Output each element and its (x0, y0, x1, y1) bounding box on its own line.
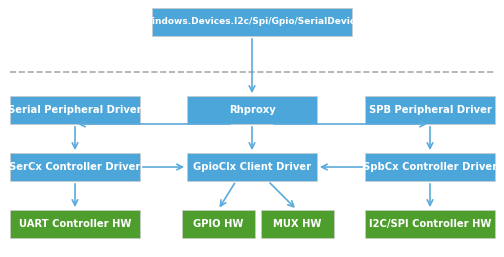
Text: UART Controller HW: UART Controller HW (19, 219, 131, 229)
FancyBboxPatch shape (261, 210, 334, 238)
Text: SpbCx Controller Driver: SpbCx Controller Driver (363, 162, 497, 172)
FancyBboxPatch shape (10, 153, 140, 181)
Text: GpioClx Client Driver: GpioClx Client Driver (193, 162, 311, 172)
Text: GPIO HW: GPIO HW (193, 219, 243, 229)
FancyBboxPatch shape (10, 210, 140, 238)
Text: Windows.Devices.I2c/Spi/Gpio/SerialDevice: Windows.Devices.I2c/Spi/Gpio/SerialDevic… (142, 17, 362, 26)
FancyBboxPatch shape (365, 210, 495, 238)
Text: SPB Peripheral Driver: SPB Peripheral Driver (368, 105, 491, 115)
FancyBboxPatch shape (187, 96, 317, 124)
FancyBboxPatch shape (10, 96, 140, 124)
FancyBboxPatch shape (181, 210, 255, 238)
FancyBboxPatch shape (187, 153, 317, 181)
Text: SerCx Controller Driver: SerCx Controller Driver (9, 162, 141, 172)
Text: I2C/SPI Controller HW: I2C/SPI Controller HW (369, 219, 491, 229)
FancyBboxPatch shape (365, 153, 495, 181)
Text: Serial Peripheral Driver: Serial Peripheral Driver (8, 105, 142, 115)
Text: Rhproxy: Rhproxy (229, 105, 275, 115)
FancyBboxPatch shape (365, 96, 495, 124)
Text: MUX HW: MUX HW (273, 219, 321, 229)
FancyBboxPatch shape (152, 8, 352, 36)
